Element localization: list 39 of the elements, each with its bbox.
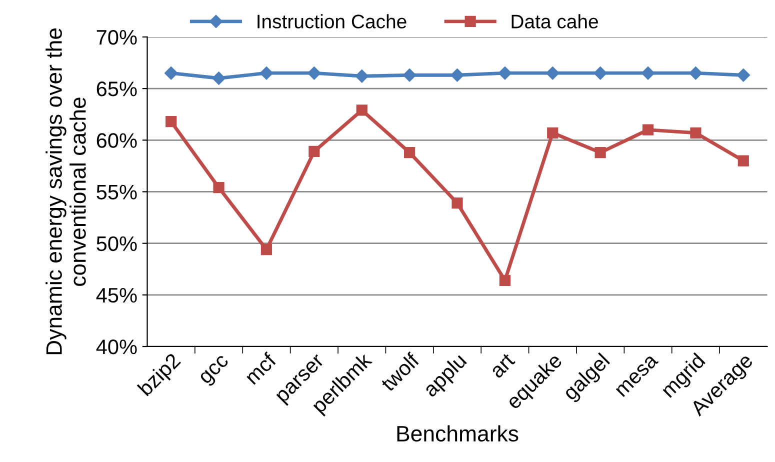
point <box>260 244 272 256</box>
y-tick-label: 45% <box>96 288 137 303</box>
point <box>404 146 416 158</box>
y-axis-title: Dynamic energy savings over the conventional cache <box>46 28 86 354</box>
point <box>260 66 274 80</box>
x-axis-title: Benchmarks <box>397 425 518 442</box>
legend-label: Data cahe <box>512 14 598 28</box>
point <box>547 127 558 138</box>
point <box>356 104 368 116</box>
point <box>308 66 321 80</box>
point <box>499 274 510 286</box>
point <box>308 146 320 158</box>
x-tick-label: mcf <box>244 351 278 385</box>
point <box>164 66 178 80</box>
y-tick-label: 70% <box>96 30 137 45</box>
point <box>641 66 655 80</box>
point <box>690 127 702 138</box>
y-tick-label: 65% <box>96 82 137 96</box>
x-tick-label: gcc <box>199 354 232 388</box>
legend-label: Instruction Cache <box>258 14 406 28</box>
point <box>594 146 606 158</box>
point <box>689 66 702 80</box>
point <box>452 198 463 209</box>
point <box>546 66 560 80</box>
point <box>402 68 416 82</box>
point <box>355 70 368 83</box>
y-tick-label: 50% <box>96 236 137 252</box>
point <box>450 68 464 82</box>
point <box>594 66 607 80</box>
point <box>212 72 226 85</box>
y-tick-label: 55% <box>96 184 137 200</box>
point <box>642 124 654 136</box>
y-tick-label: 40% <box>96 340 137 354</box>
y-tick-label: 60% <box>96 133 137 148</box>
point <box>213 182 224 194</box>
point <box>498 66 512 80</box>
point <box>738 155 749 166</box>
point <box>736 68 750 82</box>
point <box>166 116 177 128</box>
